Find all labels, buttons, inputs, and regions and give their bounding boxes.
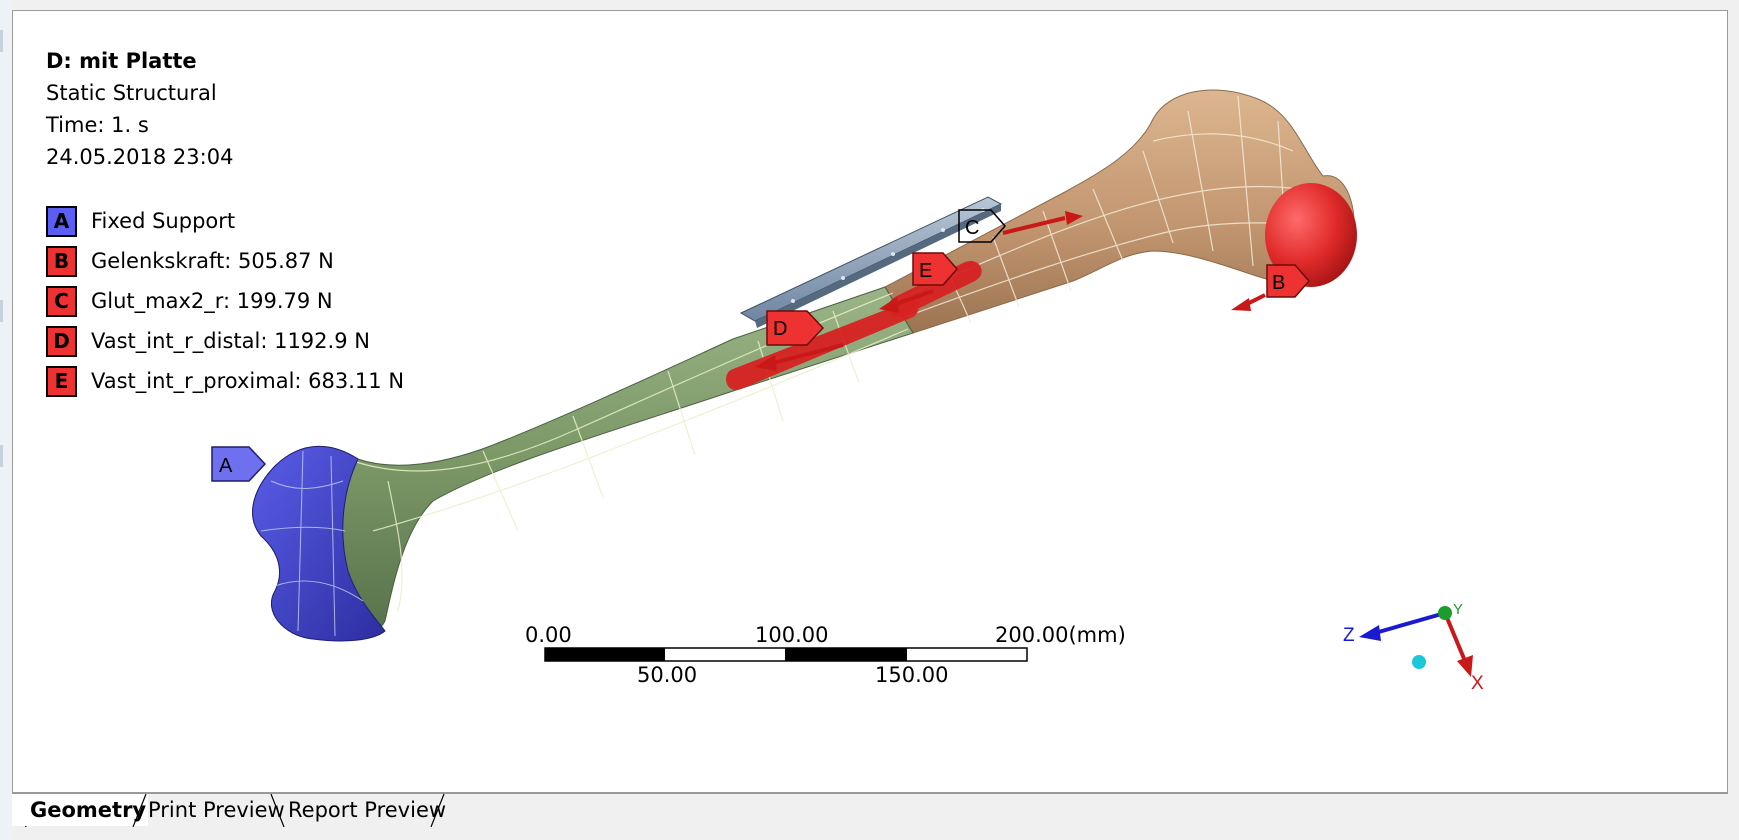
marker-a-label: A [219, 455, 233, 477]
femoral-head [1265, 183, 1357, 287]
scale-label-100: 100.00 [755, 623, 829, 647]
marker-c[interactable]: C [958, 209, 1006, 243]
legend-chip-e: E [46, 365, 77, 397]
tab-separator [132, 794, 147, 827]
scale-label-0: 0.00 [525, 623, 572, 647]
scale-label-50: 50.00 [637, 663, 698, 687]
force-arrows [755, 211, 1266, 371]
legend-item-e[interactable]: E Vast_int_r_proximal: 683.11 N [46, 361, 404, 401]
analysis-type: Static Structural [46, 81, 217, 105]
legend-label-a: Fixed Support [91, 209, 236, 233]
scale-label-200: 200.00(mm) [995, 623, 1126, 647]
left-gutter [0, 0, 12, 840]
fixed-support-region [252, 445, 386, 642]
tab-report-preview[interactable]: Report Preview [288, 798, 447, 822]
marker-a[interactable]: A [211, 446, 267, 482]
view-tab-bar: Geometry Print Preview Report Preview [12, 793, 1728, 828]
legend-chip-d: D [46, 325, 77, 357]
tab-print-preview[interactable]: Print Preview [148, 798, 285, 822]
scale-label-150: 150.00 [875, 663, 949, 687]
bone-plate [739, 196, 1003, 328]
boundary-conditions-legend: A Fixed Support B Gelenkskraft: 505.87 N… [46, 201, 404, 401]
legend-item-d[interactable]: D Vast_int_r_distal: 1192.9 N [46, 321, 404, 361]
analysis-title: D: mit Platte [46, 49, 197, 73]
triad-y-label: Y [1453, 601, 1463, 618]
legend-label-d: Vast_int_r_distal: 1192.9 N [91, 329, 370, 353]
legend-item-b[interactable]: B Gelenkskraft: 505.87 N [46, 241, 404, 281]
legend-label-c: Glut_max2_r: 199.79 N [91, 289, 333, 313]
triad-z-label: Z [1343, 625, 1355, 646]
marker-e-label: E [919, 260, 932, 282]
triad-x-label: X [1471, 673, 1484, 694]
marker-d[interactable]: D [766, 310, 825, 346]
analysis-info: D: mit Platte Static Structural Time: 1.… [46, 45, 233, 173]
legend-chip-b: B [46, 245, 77, 277]
legend-item-a[interactable]: A Fixed Support [46, 201, 404, 241]
scale-bar [544, 647, 1028, 662]
analysis-time: Time: 1. s [46, 113, 149, 137]
marker-e[interactable]: E [912, 252, 958, 286]
tab-geometry[interactable]: Geometry [12, 794, 148, 826]
legend-label-b: Gelenkskraft: 505.87 N [91, 249, 334, 273]
legend-chip-c: C [46, 285, 77, 317]
force-surface-e [888, 260, 982, 318]
legend-chip-a: A [46, 205, 77, 237]
legend-item-c[interactable]: C Glut_max2_r: 199.79 N [46, 281, 404, 321]
femur-model[interactable]: A B C D E [13, 11, 1728, 793]
legend-label-e: Vast_int_r_proximal: 683.11 N [91, 369, 405, 393]
tab-separator [270, 794, 285, 827]
marker-c-label: C [965, 217, 979, 239]
tab-separator [430, 794, 445, 827]
axis-triad[interactable]: Z Y X [1343, 601, 1484, 694]
marker-b[interactable]: B [1266, 264, 1310, 298]
marker-d-label: D [773, 318, 787, 340]
marker-b-label: B [1272, 272, 1285, 294]
analysis-date: 24.05.2018 23:04 [46, 145, 234, 169]
graphics-viewport[interactable]: A B C D E [12, 10, 1728, 793]
